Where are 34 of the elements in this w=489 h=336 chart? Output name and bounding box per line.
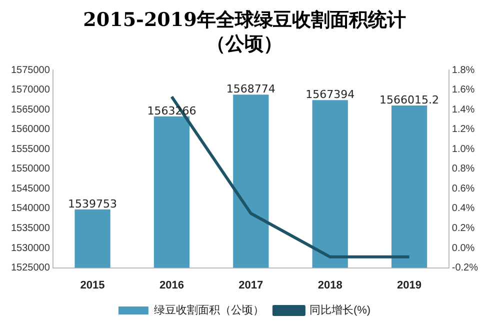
y-tick-label: 1555000 [10, 144, 50, 155]
y2-tick-label: -0.2% [452, 262, 478, 274]
y-tick-label: 1545000 [10, 183, 50, 194]
y2-tick-label: 1.2% [452, 124, 475, 136]
y-tick-label: 1570000 [10, 84, 50, 96]
chart-title: 2015-2019年全球绿豆收割面积统计（公顷） [82, 8, 407, 56]
x-tick-label: 2015 [80, 279, 105, 292]
y2-tick-label: 1.4% [452, 104, 475, 116]
y-tick-label: 1540000 [10, 203, 50, 214]
y2-tick-label: 0.8% [452, 164, 475, 175]
y2-tick-label: 1.0% [452, 144, 475, 155]
y-tick-label: 1525000 [10, 262, 50, 274]
y2-tick-label: 1.8% [452, 64, 475, 76]
y2-tick-label: 0.4% [452, 203, 475, 214]
y2-tick-label: 0.6% [452, 183, 475, 194]
data-label: 1568774 [226, 82, 276, 96]
y-tick-label: 1535000 [10, 222, 50, 234]
data-label: 1539753 [68, 197, 118, 210]
y-tick-label: 1530000 [10, 242, 50, 254]
y-tick-label: 1565000 [10, 104, 50, 116]
data-label: 1567394 [306, 88, 355, 101]
legend-label: 绿豆收割面积（公顷） [154, 304, 264, 317]
x-tick-label: 2017 [238, 279, 264, 292]
x-tick-label: 2018 [318, 279, 342, 292]
y-tick-label: 1575000 [10, 64, 50, 76]
y-tick-label: 1550000 [10, 164, 50, 175]
x-tick-label: 2019 [397, 279, 422, 292]
x-tick-label: 2016 [159, 279, 184, 292]
y-tick-label: 1560000 [10, 124, 50, 136]
data-label: 1566015.2 [380, 93, 440, 106]
y2-tick-label: 0.2% [452, 222, 475, 234]
y2-tick-label: 1.6% [452, 84, 475, 96]
legend-label: 同比增长(%) [309, 304, 371, 317]
y2-tick-label: 0.0% [452, 242, 475, 254]
